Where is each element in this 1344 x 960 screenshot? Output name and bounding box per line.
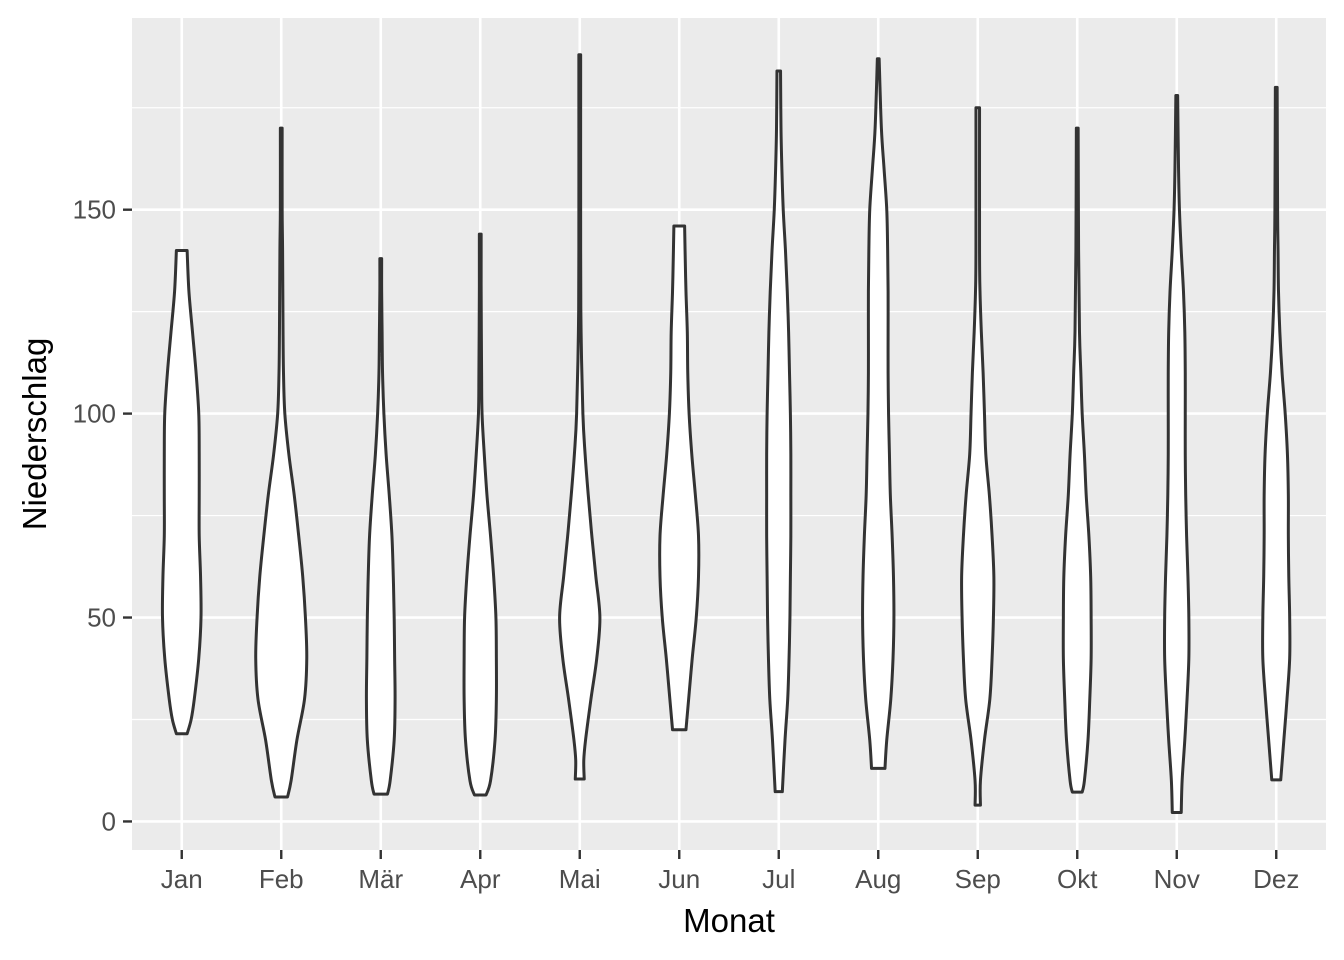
x-axis-title: Monat: [683, 902, 775, 939]
x-tick-label: Apr: [460, 864, 501, 894]
axis-ticks: [123, 208, 1278, 859]
x-tick-label: Feb: [259, 864, 304, 894]
violin-Aug: [861, 57, 896, 770]
violin-Dez: [1261, 85, 1292, 782]
y-tick-label: 0: [102, 806, 116, 836]
minor-gridlines: [132, 107, 1326, 721]
x-tick-label: Aug: [855, 864, 901, 894]
y-tick-label: 50: [87, 603, 116, 633]
violin-Sep: [960, 106, 996, 807]
x-tick-label: Mär: [358, 864, 403, 894]
x-tick-label: Dez: [1253, 864, 1299, 894]
x-tick-label: Mai: [559, 864, 601, 894]
violin-Jul: [765, 69, 793, 794]
violin-Mai: [558, 53, 602, 781]
x-tick-label: Jan: [161, 864, 203, 894]
violin-Feb: [254, 126, 309, 799]
x-tick-label: Jun: [658, 864, 700, 894]
violin-Mär: [364, 257, 397, 796]
x-axis-tick-labels: Jan Feb Mär Apr Mai Jun Jul Aug Sep Okt Nov Dez: [161, 864, 1300, 894]
violin-Nov: [1162, 93, 1191, 814]
violin-Jan: [160, 248, 203, 736]
x-tick-label: Nov: [1154, 864, 1200, 894]
y-axis-title: Niederschlag: [16, 338, 53, 531]
y-tick-label: 100: [73, 399, 116, 429]
y-tick-label: 150: [73, 195, 116, 225]
x-tick-label: Okt: [1057, 864, 1098, 894]
x-tick-label: Sep: [955, 864, 1001, 894]
plot-panel: [132, 18, 1326, 850]
violin-Jun: [658, 224, 701, 732]
x-tick-label: Jul: [762, 864, 795, 894]
violins: [160, 53, 1292, 814]
violin-Okt: [1061, 126, 1093, 794]
violin-Apr: [462, 232, 498, 797]
y-axis-tick-labels: 0 50 100 150: [73, 195, 116, 837]
